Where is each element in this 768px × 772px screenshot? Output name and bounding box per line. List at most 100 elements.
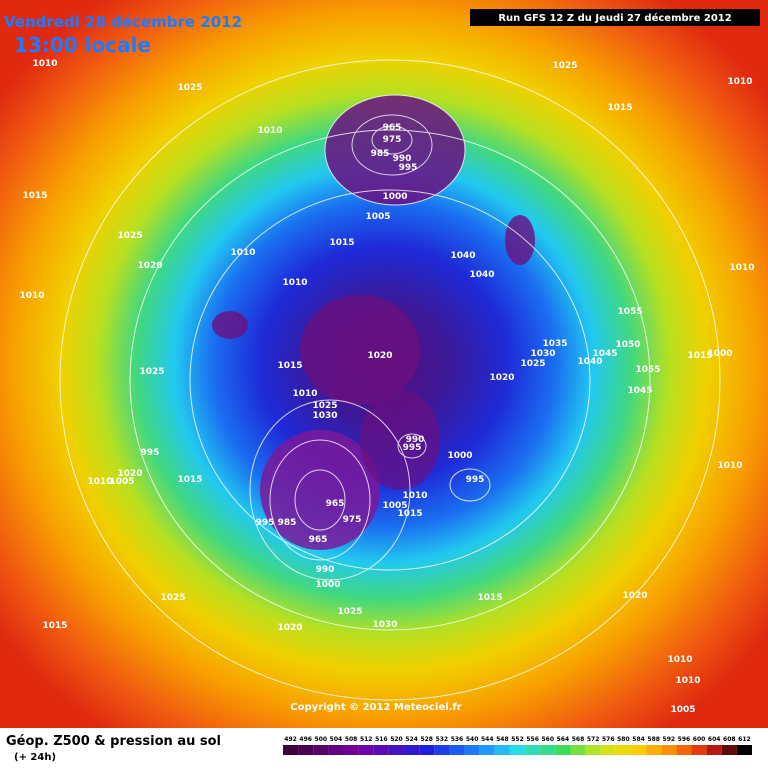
isobar-label: 1040 <box>450 251 475 261</box>
isobar-label: 1010 <box>717 461 742 471</box>
isobar-label: 1005 <box>109 477 134 487</box>
isobar-label: 1015 <box>329 238 354 248</box>
isobar-label: 1010 <box>257 126 282 136</box>
legend-swatch <box>419 745 435 755</box>
isobar-label: 1020 <box>622 591 647 601</box>
isobar-label: 1025 <box>160 593 185 603</box>
isobar-label: 995 <box>399 163 418 173</box>
legend-swatch <box>434 745 450 755</box>
isobar-label: 1025 <box>337 607 362 617</box>
isobar-label: 965 <box>326 499 345 509</box>
isobar-label: 1010 <box>87 477 112 487</box>
legend-label: 572 <box>587 736 600 743</box>
legend-swatch <box>298 745 314 755</box>
legend-swatch <box>343 745 359 755</box>
isobar-label: 990 <box>393 154 412 164</box>
isobar-label: 990 <box>406 435 425 445</box>
legend-label: 596 <box>678 736 691 743</box>
isobar-label: 1030 <box>312 411 337 421</box>
legend-label: 600 <box>693 736 706 743</box>
legend-swatch <box>283 745 299 755</box>
isobar-label: 1005 <box>365 212 390 222</box>
isobar-label: 985 <box>371 149 390 159</box>
legend-label: 576 <box>602 736 615 743</box>
isobar-label: 1040 <box>469 270 494 280</box>
isobar-label: 1055 <box>617 307 642 317</box>
isobars <box>59 59 721 701</box>
legend-swatch <box>404 745 420 755</box>
footer-subtitle: (+ 24h) <box>14 752 56 763</box>
isobar-label: 1010 <box>729 263 754 273</box>
legend-label: 496 <box>299 736 312 743</box>
legend-swatch <box>691 745 707 755</box>
low-area <box>212 311 248 339</box>
isobar-label: 1025 <box>312 401 337 411</box>
footer-title: Géop. Z500 & pression au sol <box>6 734 221 749</box>
isobar-label: 1025 <box>177 83 202 93</box>
isobar-label: 1020 <box>137 261 162 271</box>
run-box <box>470 9 760 26</box>
legend-label: 584 <box>632 736 645 743</box>
legend-label: 528 <box>420 736 433 743</box>
low-area <box>325 95 465 205</box>
legend-label: 500 <box>315 736 328 743</box>
isobar-label: 1035 <box>542 339 567 349</box>
legend-swatch <box>540 745 556 755</box>
legend-label: 564 <box>557 736 570 743</box>
isobar-label: 1010 <box>675 676 700 686</box>
legend-label: 568 <box>572 736 585 743</box>
legend-label: 536 <box>451 736 464 743</box>
isobar-label: 1010 <box>292 389 317 399</box>
isobar-label: 1020 <box>277 623 302 633</box>
isobar-label: 1045 <box>627 386 652 396</box>
legend-label: 612 <box>738 736 751 743</box>
legend-swatch <box>479 745 495 755</box>
isobar-label: 975 <box>383 135 402 145</box>
isobar-label: 985 <box>278 518 297 528</box>
legend-swatch <box>328 745 344 755</box>
isobar-label: 1015 <box>177 475 202 485</box>
isobar-label: 1030 <box>372 620 397 630</box>
run-info: Run GFS 12 Z du Jeudi 27 décembre 2012 <box>498 12 731 24</box>
isobar-label: 1010 <box>19 291 44 301</box>
isobar-label: 1045 <box>592 349 617 359</box>
legend-label: 608 <box>723 736 736 743</box>
legend-label: 540 <box>466 736 479 743</box>
isobar-label: 1000 <box>447 451 472 461</box>
legend-swatch <box>706 745 722 755</box>
isobar-label: 1055 <box>635 365 660 375</box>
isobar-label: 1015 <box>22 191 47 201</box>
legend-label: 520 <box>390 736 403 743</box>
isobar-label: 1010 <box>282 278 307 288</box>
legend-label: 560 <box>541 736 554 743</box>
isobar-label: 1015 <box>607 103 632 113</box>
legend-label: 552 <box>511 736 524 743</box>
legend-swatch <box>494 745 510 755</box>
isobar-label: 1000 <box>315 580 340 590</box>
isobar-label: 1000 <box>707 349 732 359</box>
isobar-label: 1000 <box>382 192 407 202</box>
legend-swatch <box>570 745 586 755</box>
legend-swatch <box>736 745 752 755</box>
isobar-label: 1015 <box>687 351 712 361</box>
isobar-label: 965 <box>383 123 402 133</box>
isobar-label: 995 <box>466 475 485 485</box>
legend-label: 492 <box>284 736 297 743</box>
legend-label: 592 <box>663 736 676 743</box>
low-area <box>260 430 380 550</box>
isobar-label: 1015 <box>477 593 502 603</box>
isobar-label: 995 <box>256 518 275 528</box>
copyright: Copyright © 2012 Meteociel.fr <box>290 702 461 713</box>
isobar-label: 1025 <box>139 367 164 377</box>
legend-swatch <box>721 745 737 755</box>
isobar-label: 1040 <box>577 357 602 367</box>
isobar-label: 965 <box>309 535 328 545</box>
legend-swatch <box>509 745 526 755</box>
legend-swatch <box>449 745 465 755</box>
legend-label: 512 <box>360 736 373 743</box>
legend-label: 544 <box>481 736 494 743</box>
isobar-label: 995 <box>403 443 422 453</box>
isobar-label: 1010 <box>402 491 427 501</box>
isobar-label: 1015 <box>42 621 67 631</box>
